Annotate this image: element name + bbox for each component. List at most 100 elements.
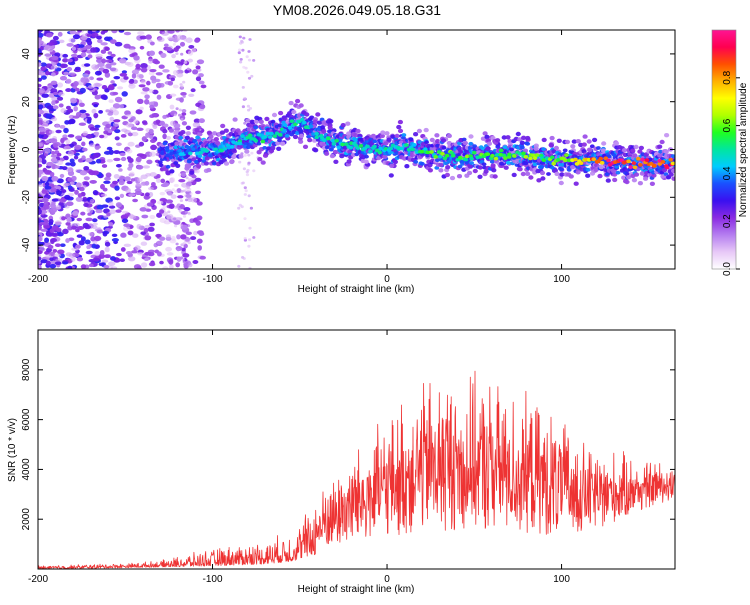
spectrogram-cell [38,236,43,242]
spectrogram-cell [326,136,331,141]
spectrogram-cell [449,175,456,181]
spectrogram-cell [632,153,638,158]
spectrogram-cell [606,158,611,163]
spectrogram-cell [248,107,253,110]
spectrogram-cell [503,156,508,161]
spectrogram-cell [621,148,628,153]
spectrogram-cell [102,187,108,192]
spectrogram-cell [70,97,77,104]
spectrogram-y-tick-label: -40 [21,237,32,252]
spectrogram-cell [172,84,179,89]
spectrogram-cell [554,171,560,177]
spectrogram-cell [59,243,66,248]
spectrogram-cell [423,127,429,133]
spectrogram-cell [211,131,218,136]
spectrogram-cell [38,157,43,163]
spectrogram-cell [97,62,105,67]
spectrogram-cell [65,162,72,166]
spectrogram-cell [413,132,419,137]
spectrogram-cell [401,133,407,137]
spectrogram-y-tick-label: 0 [21,146,32,152]
spectrogram-cell [126,61,134,68]
spectrogram-cell [187,237,191,241]
spectrogram-cell [140,67,148,73]
spectrogram-cell [615,170,621,175]
snr-panel: -200 -100 0 100 2000 4000 6000 8000 Height of … [7,329,676,595]
spectrogram-cell [80,77,86,83]
spectrogram-cell [108,99,114,104]
spectrogram-cell [240,205,244,209]
spectrogram-cell [162,114,167,119]
spectrogram-cell [195,63,199,66]
spectrogram-cell [169,104,175,110]
spectrogram-cell [528,156,533,161]
colorbar-tick-label: 0.6 [722,118,733,132]
spectrogram-cell [203,161,209,166]
spectrogram-cell [181,121,187,126]
spectrogram-cell [38,62,42,67]
spectrogram-cell [67,134,75,138]
spectrogram-cell [91,225,98,230]
spectrogram-cell [558,180,564,186]
spectrogram-cell [275,141,281,146]
spectrogram-cell [38,83,42,88]
spectrogram-cell [539,164,545,169]
spectrogram-cell [144,181,150,186]
spectrogram-cell [114,129,121,134]
spectrogram-cell [517,167,523,172]
spectrogram-cell [73,80,79,87]
spectrogram-cell [229,159,235,165]
spectrogram-cell [434,133,440,138]
spectrogram-cell [186,159,192,164]
spectrogram-cell [238,154,244,159]
spectrogram-cell [114,185,120,191]
spectrogram-cell [67,58,73,63]
spectrogram-cell [298,129,303,133]
spectrogram-cell [113,119,121,123]
spectrogram-cell [122,210,129,214]
spectrogram-cell [78,240,85,246]
spectrogram-cell [104,176,111,181]
spectrogram-cell [126,180,133,185]
spectrogram-cell [53,253,62,258]
spectrogram-cell [60,63,68,68]
spectrogram-cell [187,197,191,200]
spectrogram-cell [109,256,117,261]
spectrogram-cell [146,80,151,86]
spectrogram-cell [173,123,181,129]
spectrogram-cell [159,218,167,223]
spectrogram-cell [287,125,293,130]
spectrogram-cell [636,156,641,161]
spectrogram-cell [239,41,243,45]
spectrogram-cell [314,135,319,140]
spectrogram-cell [175,52,179,55]
spectrogram-cell [190,236,197,241]
spectrogram-cell [85,157,93,163]
spectrogram-cell [117,86,124,90]
spectrogram-cell [167,36,175,40]
spectrogram-cell [156,177,161,184]
spectrogram-cell [445,165,451,170]
spectrogram-cell [189,192,193,196]
spectrogram-cell [446,159,452,164]
spectrogram-cell [188,93,195,97]
spectrogram-cell [64,194,71,200]
spectrogram-cell [566,158,572,163]
spectrogram-cell [78,102,85,108]
spectrogram-cell [69,30,77,35]
spectrogram-cell [263,134,268,139]
spectrogram-cell [171,53,176,59]
spectrogram-cell [75,182,82,188]
spectrogram-cell [243,193,247,196]
spectrogram-cell [68,118,76,125]
spectrogram-cell [174,35,178,39]
spectrogram-cell [87,40,93,46]
spectrogram-cell [101,259,109,263]
spectrogram-cell [191,147,196,152]
spectrogram-cell [110,266,118,269]
spectrogram-cell [149,104,155,109]
spectrogram-cell [456,174,463,179]
spectrogram-cell [140,91,148,95]
spectrogram-cell [573,157,578,162]
spectrogram-cell [195,135,201,140]
